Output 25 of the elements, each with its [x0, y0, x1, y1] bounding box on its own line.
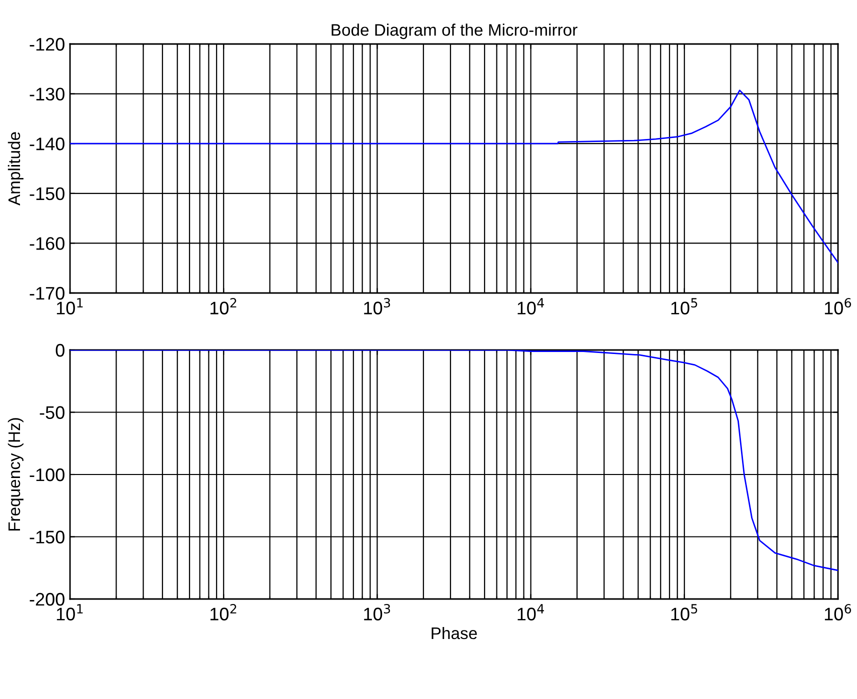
- x-tick-label: 10$^{4}$: [518, 298, 544, 314]
- x-axis-title: Phase: [432, 626, 477, 640]
- y-tick-label: -120: [30, 38, 64, 51]
- x-tick-label: 10$^{2}$: [210, 298, 236, 314]
- y-tick-label: -130: [30, 88, 64, 101]
- y-tick-label: -150: [30, 530, 64, 544]
- chart-title: Bode Diagram of the Micro-mirror: [332, 24, 578, 40]
- x-tick-label: 10$^{6}$: [824, 604, 852, 620]
- y-tick-label: -150: [30, 187, 64, 200]
- y-tick-label: -200: [30, 592, 64, 606]
- y-axis-title: Frequency (Hz): [8, 418, 24, 531]
- y-tick-label: -160: [30, 237, 64, 250]
- y-axis-title: Amplitude: [8, 132, 24, 206]
- y-tick-label: -140: [30, 138, 64, 150]
- x-tick-label: 10$^{2}$: [210, 604, 236, 620]
- x-tick-label: 10$^{4}$: [518, 604, 544, 620]
- x-tick-label: 10$^{3}$: [364, 298, 390, 314]
- y-tick-label: -170: [30, 286, 64, 300]
- x-tick-label: 10$^{6}$: [824, 298, 852, 314]
- y-tick-label: -100: [30, 468, 64, 482]
- y-tick-label: -50: [40, 406, 64, 419]
- y-tick-label: 0: [56, 344, 64, 357]
- x-tick-label: 10$^{3}$: [364, 604, 390, 620]
- x-tick-label: 10$^{5}$: [671, 604, 698, 620]
- x-tick-label: 10$^{5}$: [671, 298, 698, 314]
